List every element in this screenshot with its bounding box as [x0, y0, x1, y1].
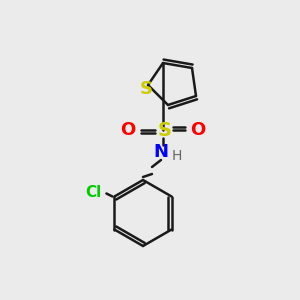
Text: O: O — [120, 121, 136, 139]
Text: Cl: Cl — [85, 185, 101, 200]
Text: S: S — [158, 121, 172, 140]
Text: S: S — [140, 80, 152, 98]
Text: O: O — [190, 121, 206, 139]
Text: N: N — [154, 143, 169, 161]
Text: H: H — [172, 149, 182, 163]
